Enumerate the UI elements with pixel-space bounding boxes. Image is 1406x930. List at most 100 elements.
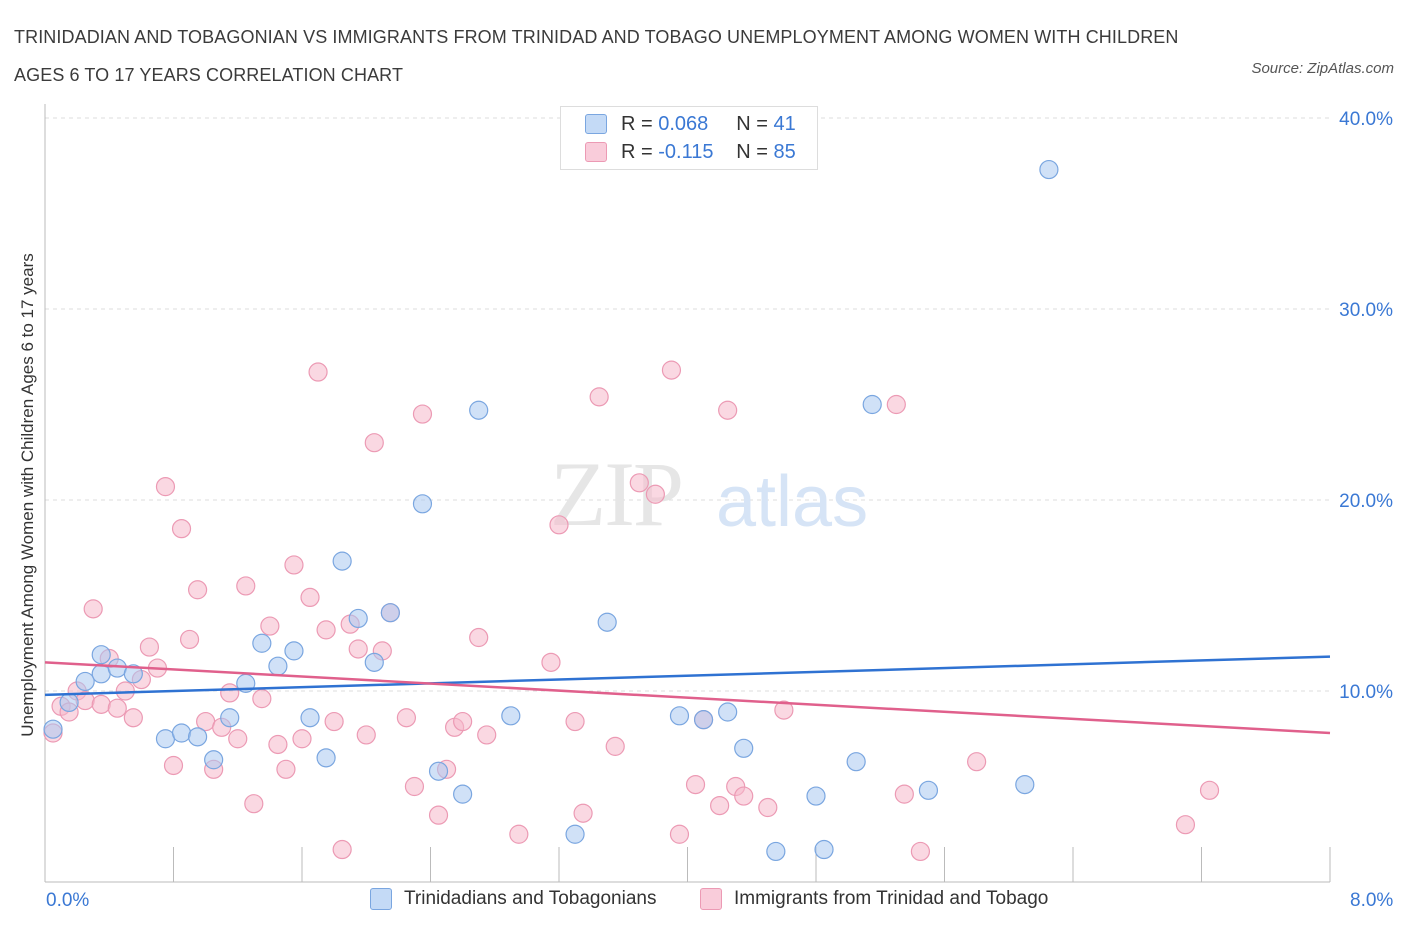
trinidadian-point bbox=[846, 752, 866, 772]
immigrant-point bbox=[710, 795, 730, 816]
trinidadian-point bbox=[380, 603, 400, 623]
immigrant-point bbox=[123, 708, 143, 728]
trinidadian-point bbox=[501, 706, 521, 726]
chart-title: TRINIDADIAN AND TOBAGONIAN VS IMMIGRANTS… bbox=[14, 27, 1179, 85]
immigrant-point bbox=[396, 708, 417, 728]
immigrant-point bbox=[187, 580, 208, 600]
trinidadian-point bbox=[171, 723, 192, 743]
immigrant-point bbox=[428, 805, 449, 825]
trinidadian-point bbox=[806, 786, 826, 806]
immigrant-point bbox=[356, 725, 376, 745]
immigrant-point bbox=[661, 360, 682, 380]
legend-r-value: 0.068 bbox=[658, 112, 709, 135]
trinidadian-point bbox=[59, 692, 79, 713]
immigrant-point bbox=[718, 400, 738, 420]
y-axis-label: Unemployment Among Women with Children A… bbox=[18, 253, 37, 737]
immigrant-point bbox=[629, 473, 649, 493]
immigrant-point bbox=[260, 616, 280, 636]
trinidadian-point bbox=[862, 394, 882, 415]
trinidadian-point bbox=[348, 608, 368, 629]
legend-n-value: 41 bbox=[773, 112, 796, 135]
trinidadian-point bbox=[43, 719, 63, 739]
immigrant-point bbox=[171, 519, 192, 539]
legend-r-label: R = bbox=[621, 112, 653, 135]
bottom-legend-swatch-pink bbox=[700, 888, 722, 910]
immigrant-point bbox=[605, 736, 625, 756]
immigrant-point bbox=[758, 797, 778, 818]
axes bbox=[44, 104, 1331, 883]
y-tick-labels: 10.0% 20.0% 30.0% 40.0% bbox=[1339, 109, 1393, 703]
trinidadian-point bbox=[412, 494, 433, 514]
bottom-legend-swatch-blue bbox=[370, 888, 392, 910]
immigrant-point bbox=[477, 725, 497, 745]
trinidadian-point bbox=[1039, 159, 1059, 180]
immigrant-point bbox=[669, 824, 690, 844]
trinidadian-point bbox=[814, 839, 834, 860]
legend-r-value: -0.115 bbox=[658, 140, 714, 163]
immigrant-point bbox=[91, 694, 111, 714]
legend-n-label: N = bbox=[736, 112, 768, 135]
trinidadian-point bbox=[316, 748, 336, 768]
grid-lines bbox=[45, 117, 1330, 692]
watermark: ZIP atlas bbox=[550, 443, 868, 545]
trend-line-trinidadian bbox=[44, 655, 1331, 697]
legend-n-label: N = bbox=[736, 140, 768, 163]
immigrant-point bbox=[300, 587, 320, 608]
trinidadian-point bbox=[364, 652, 384, 672]
x-tick-max: 8.0% bbox=[1350, 890, 1394, 911]
immigrant-point bbox=[179, 629, 200, 650]
trend-lines bbox=[44, 655, 1331, 735]
immigrant-point bbox=[894, 784, 914, 804]
trinidadian-point bbox=[669, 706, 690, 726]
immigrant-point bbox=[1175, 815, 1196, 835]
trend-line-immigrants bbox=[44, 661, 1331, 735]
chart-source: Source: ZipAtlas.com bbox=[1251, 60, 1394, 77]
immigrant-point bbox=[83, 599, 103, 619]
immigrant-point bbox=[910, 841, 931, 862]
legend-swatch-blue bbox=[585, 114, 607, 134]
immigrant-point bbox=[244, 794, 264, 814]
y-tick-label: 10.0% bbox=[1339, 682, 1393, 703]
trinidadian-point bbox=[766, 841, 786, 862]
trinidadian-point bbox=[332, 551, 352, 571]
trinidadian-point bbox=[565, 824, 585, 844]
immigrant-point bbox=[324, 711, 344, 732]
immigrant-point bbox=[155, 477, 176, 497]
bottom-legend-label: Trinidadians and Tobagonians bbox=[404, 888, 657, 909]
trinidadian-point bbox=[91, 664, 111, 684]
immigrant-point bbox=[589, 387, 609, 407]
immigrant-point bbox=[236, 576, 256, 596]
immigrant-point bbox=[573, 803, 593, 823]
immigrant-point bbox=[453, 711, 473, 732]
watermark-atlas: atlas bbox=[716, 462, 868, 542]
trinidadian-point bbox=[204, 750, 224, 770]
trinidadian-point bbox=[428, 761, 449, 781]
immigrant-point bbox=[774, 700, 794, 720]
immigrant-point bbox=[163, 755, 184, 776]
immigrant-point bbox=[107, 698, 127, 718]
immigrant-point bbox=[886, 394, 906, 415]
immigrant-point bbox=[252, 689, 272, 709]
trinidadian-point bbox=[918, 780, 939, 800]
immigrant-point bbox=[967, 752, 987, 772]
trinidadian-point bbox=[1015, 774, 1035, 795]
immigrant-point bbox=[469, 627, 489, 648]
immigrant-point bbox=[332, 839, 352, 860]
trinidadian-point bbox=[597, 612, 617, 632]
y-tick-label: 40.0% bbox=[1339, 109, 1393, 130]
immigrant-point bbox=[404, 776, 425, 797]
immigrant-point bbox=[1199, 780, 1220, 800]
immigrant-point bbox=[364, 433, 384, 453]
immigrant-point bbox=[308, 362, 328, 382]
trinidadian-point bbox=[693, 710, 714, 730]
trinidadian-point bbox=[718, 702, 738, 722]
immigrant-point bbox=[316, 620, 336, 640]
trinidadian-point bbox=[268, 656, 288, 676]
immigrant-point bbox=[734, 786, 754, 806]
trinidadian-point bbox=[252, 633, 272, 653]
trinidadian-point bbox=[123, 664, 143, 684]
trinidadian-point bbox=[155, 729, 176, 749]
immigrant-point bbox=[565, 711, 585, 732]
immigrant-point bbox=[228, 729, 248, 749]
